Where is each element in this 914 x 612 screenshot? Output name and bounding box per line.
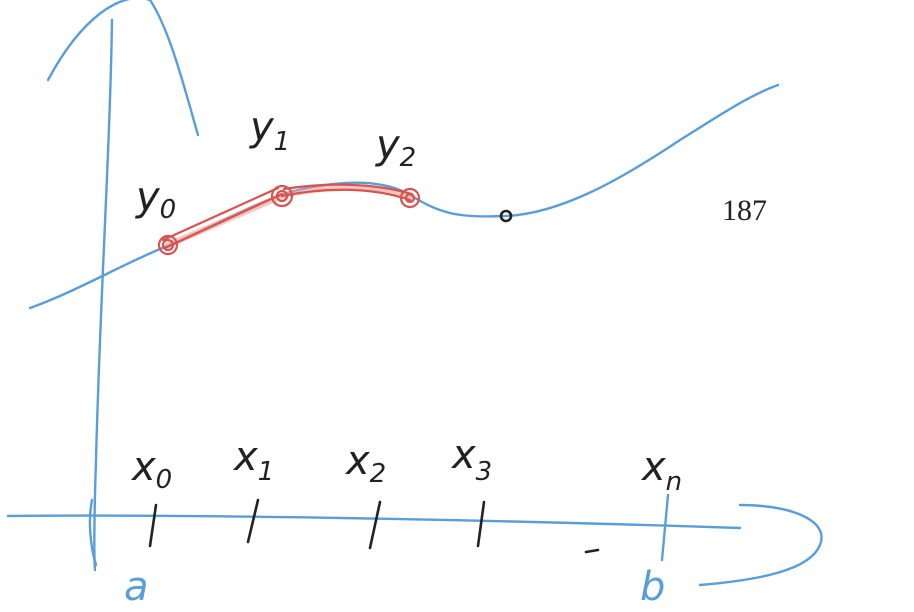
label-x1: x1	[232, 434, 274, 487]
label-b: b	[640, 564, 665, 610]
axis-corner-stroke	[88, 498, 98, 567]
highlight-segment-1b	[161, 186, 280, 242]
tick-x2	[368, 500, 382, 550]
highlight-glow	[165, 185, 413, 248]
tick-x0	[148, 503, 158, 548]
label-x0: x0	[130, 444, 172, 495]
label-y2: y2	[375, 122, 416, 173]
tick-x1	[246, 498, 260, 544]
highlight-segment-2	[280, 188, 412, 202]
label-y1: y1	[249, 104, 290, 157]
x-axis	[6, 514, 742, 530]
point-y1	[270, 184, 294, 208]
axis-top-stroke	[46, 0, 200, 137]
point-y0	[157, 234, 179, 256]
point-y2	[399, 187, 421, 209]
label-x2: x2	[344, 438, 386, 489]
label-y0: y0	[135, 174, 176, 225]
label-a: a	[124, 564, 149, 610]
highlight-segment-2b	[282, 183, 414, 196]
point-y3	[499, 209, 513, 223]
x-axis-curve-end	[698, 503, 823, 587]
label-x3: x3	[450, 432, 492, 487]
label-xn: xn	[640, 444, 682, 497]
tick-dash	[584, 548, 600, 554]
y-axis	[93, 18, 114, 572]
tick-xn	[660, 493, 670, 562]
page-number: 187	[722, 194, 767, 227]
tick-x3	[476, 500, 486, 548]
highlight-segment-1	[163, 192, 284, 250]
